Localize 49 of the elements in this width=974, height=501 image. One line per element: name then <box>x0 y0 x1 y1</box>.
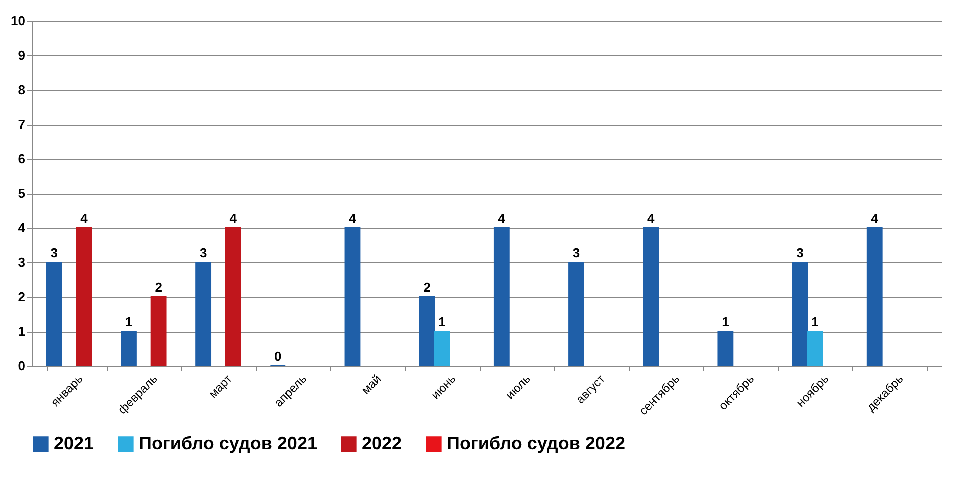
bar <box>568 262 584 366</box>
bar <box>344 228 361 366</box>
legend-label: Погибло судов 2021 <box>139 433 318 454</box>
data-label: 3 <box>200 246 208 260</box>
data-label: 4 <box>349 211 358 226</box>
data-label: 2 <box>155 280 162 295</box>
bar <box>718 331 734 366</box>
data-label: 2 <box>424 280 431 295</box>
data-label: 1 <box>438 314 446 330</box>
y-tick-label: 1 <box>18 324 26 339</box>
y-tick-label: 7 <box>18 117 26 132</box>
bar <box>76 228 92 366</box>
bar <box>225 228 242 366</box>
bar <box>494 228 510 366</box>
y-tick-label: 8 <box>18 82 26 98</box>
data-label: 4 <box>871 211 880 226</box>
bar <box>46 262 62 366</box>
data-label: 3 <box>50 246 58 260</box>
data-label: 4 <box>230 211 238 226</box>
data-label: 4 <box>498 211 506 226</box>
data-label: 3 <box>796 246 804 260</box>
bar <box>196 262 212 366</box>
bar <box>150 296 167 366</box>
y-tick-label: 3 <box>18 255 26 270</box>
data-label: 0 <box>274 349 282 364</box>
data-label: 1 <box>812 314 819 330</box>
bar <box>643 228 660 366</box>
y-tick-label: 6 <box>18 152 26 166</box>
bar <box>866 228 883 366</box>
data-label: 3 <box>572 246 580 260</box>
bar <box>434 331 450 366</box>
data-label: 4 <box>647 211 656 226</box>
y-tick-label: 9 <box>18 48 26 63</box>
data-label: 4 <box>80 211 89 226</box>
y-tick-label: 0 <box>18 358 26 374</box>
legend-label: Погибло судов 2022 <box>447 433 626 454</box>
y-tick-label: 4 <box>18 220 26 236</box>
x-tick-label: май <box>358 372 384 398</box>
bar <box>121 331 137 366</box>
data-label: 1 <box>722 314 730 330</box>
y-tick-label: 2 <box>18 290 26 304</box>
bar <box>419 296 436 366</box>
bar <box>792 262 808 366</box>
bar <box>807 331 824 366</box>
y-tick-label: 5 <box>18 186 26 201</box>
y-tick-label: 10 <box>11 14 26 28</box>
legend-label: 2021 <box>54 433 94 454</box>
legend-label: 2022 <box>362 433 402 454</box>
data-label: 1 <box>125 314 133 330</box>
